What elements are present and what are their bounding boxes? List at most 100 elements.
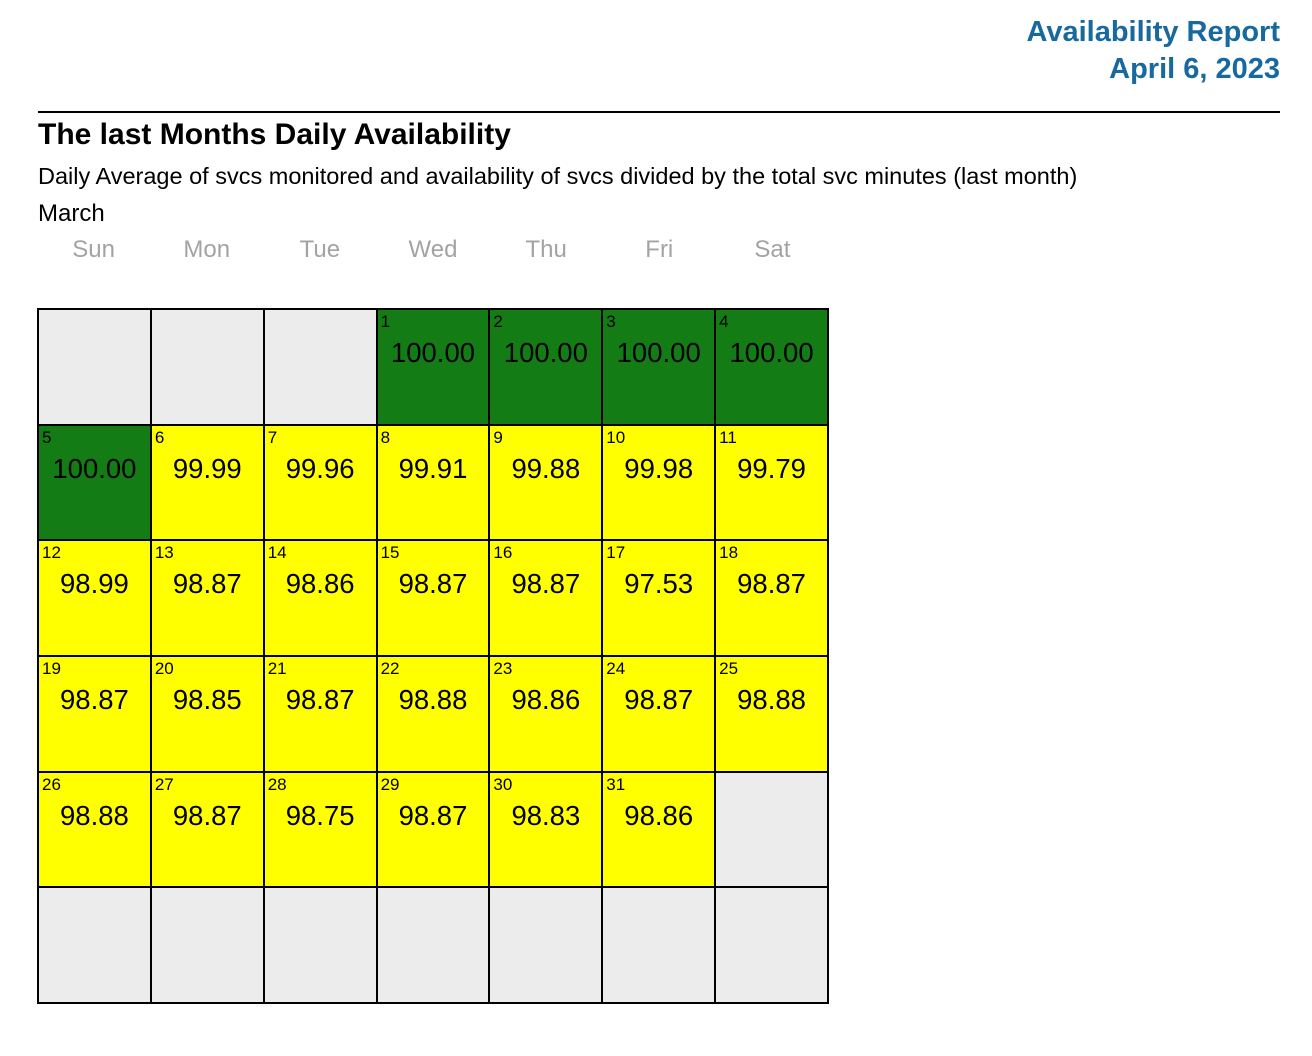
calendar-cell-empty bbox=[376, 887, 490, 1003]
calendar-cell-day-11: 11 99.79 bbox=[715, 424, 828, 541]
calendar-cell-day-24: 24 98.87 bbox=[602, 655, 716, 772]
weekday-label-thu: Thu bbox=[525, 236, 567, 263]
calendar-cell-day-10: 10 99.98 bbox=[602, 424, 716, 541]
calendar-grid: 1 100.00 2 100.00 3 100.00 4 100.00 5 100.00 6 99.9… bbox=[37, 308, 829, 1004]
day-number: 23 bbox=[493, 658, 513, 678]
day-availability-value: 97.53 bbox=[624, 568, 694, 600]
calendar-week-row bbox=[38, 887, 828, 1003]
calendar-cell-empty bbox=[150, 887, 264, 1003]
calendar-cell-day-5: 5 100.00 bbox=[38, 424, 151, 541]
day-availability-value: 98.88 bbox=[398, 683, 468, 715]
calendar-week-row: 1 100.00 2 100.00 3 100.00 4 100.00 bbox=[38, 309, 828, 425]
day-number: 27 bbox=[154, 774, 174, 794]
day-number: 28 bbox=[267, 774, 287, 794]
calendar-cell-empty bbox=[715, 887, 828, 1003]
day-availability-value: 98.87 bbox=[737, 568, 806, 600]
calendar-cell-day-23: 23 98.86 bbox=[489, 655, 603, 772]
day-number: 15 bbox=[380, 543, 400, 563]
day-availability-value: 100.00 bbox=[390, 337, 476, 368]
day-number: 20 bbox=[154, 658, 174, 678]
calendar-week-row: 5 100.00 6 99.99 7 99.96 8 99.91 9 99.88 10 99.98 11… bbox=[38, 424, 828, 541]
day-availability-value: 100.00 bbox=[729, 337, 814, 368]
day-availability-value: 98.87 bbox=[624, 683, 694, 715]
calendar-cell-day-15: 15 98.87 bbox=[376, 540, 490, 656]
day-number: 2 bbox=[493, 312, 503, 331]
weekday-label-sat: Sat bbox=[754, 236, 791, 263]
day-number: 24 bbox=[606, 658, 626, 678]
day-number bbox=[268, 889, 373, 910]
day-number: 17 bbox=[606, 543, 626, 563]
weekday-header-row: Sun Mon Tue Wed Thu Fri Sat bbox=[37, 235, 829, 265]
calendar-cell-day-26: 26 98.88 bbox=[38, 771, 151, 888]
calendar-cell-day-9: 9 99.88 bbox=[489, 424, 603, 541]
day-number: 8 bbox=[380, 427, 391, 447]
calendar-cell-empty bbox=[150, 309, 264, 425]
calendar-cell-day-28: 28 98.75 bbox=[263, 771, 377, 888]
day-availability-value: 98.85 bbox=[172, 683, 242, 715]
calendar-cell-day-16: 16 98.87 bbox=[489, 540, 603, 656]
day-number: 19 bbox=[42, 658, 61, 678]
day-number: 18 bbox=[719, 543, 739, 563]
day-availability-value: 98.88 bbox=[60, 799, 129, 831]
day-availability-value: 99.96 bbox=[285, 452, 355, 484]
day-number bbox=[493, 889, 598, 910]
calendar-cell-day-6: 6 99.99 bbox=[150, 424, 264, 541]
day-number bbox=[268, 311, 373, 332]
day-number: 3 bbox=[606, 312, 616, 331]
calendar-week-row: 12 98.99 13 98.87 14 98.86 15 98.87 16 98.87 17 97.… bbox=[38, 540, 828, 656]
calendar-cell-empty bbox=[602, 887, 716, 1003]
day-availability-value: 99.79 bbox=[737, 452, 806, 484]
day-number: 13 bbox=[154, 543, 174, 563]
calendar-cell-day-2: 2 100.00 bbox=[489, 309, 603, 425]
day-availability-value: 98.87 bbox=[172, 568, 242, 600]
day-number: 11 bbox=[719, 427, 737, 447]
weekday-label-sun: Sun bbox=[72, 236, 115, 263]
report-header: Availability Report April 6, 2023 bbox=[1026, 14, 1280, 88]
page-title: The last Months Daily Availability bbox=[38, 118, 511, 151]
day-availability-value: 98.86 bbox=[511, 683, 581, 715]
calendar-cell-day-19: 19 98.87 bbox=[38, 655, 151, 772]
day-availability-value: 98.87 bbox=[172, 799, 242, 831]
day-number: 21 bbox=[267, 658, 287, 678]
day-availability-value: 98.87 bbox=[511, 568, 581, 600]
day-availability-value: 98.87 bbox=[398, 799, 468, 831]
report-subtitle: Daily Average of svcs monitored and avai… bbox=[38, 163, 1078, 189]
day-availability-value: 98.87 bbox=[398, 568, 468, 600]
day-number bbox=[381, 889, 486, 910]
day-availability-value: 100.00 bbox=[503, 337, 588, 368]
calendar-week-row: 26 98.88 27 98.87 28 98.75 29 98.87 30 98.83 31 98.… bbox=[38, 771, 828, 888]
calendar-cell-empty bbox=[38, 309, 151, 425]
calendar-cell-day-30: 30 98.83 bbox=[489, 771, 603, 888]
calendar-cell-day-7: 7 99.96 bbox=[263, 424, 377, 541]
calendar-cell-empty bbox=[489, 887, 603, 1003]
day-availability-value: 98.87 bbox=[60, 683, 129, 715]
calendar-cell-day-31: 31 98.86 bbox=[602, 771, 716, 888]
calendar-week-row: 19 98.87 20 98.85 21 98.87 22 98.88 23 98.86 24 98.… bbox=[38, 655, 828, 772]
day-availability-value: 98.86 bbox=[285, 568, 355, 600]
day-number: 16 bbox=[493, 543, 513, 563]
calendar-cell-day-27: 27 98.87 bbox=[150, 771, 264, 888]
day-number: 12 bbox=[42, 543, 61, 563]
day-availability-value: 98.99 bbox=[60, 568, 129, 600]
calendar-cell-empty bbox=[715, 771, 828, 888]
weekday-label-tue: Tue bbox=[299, 236, 341, 263]
calendar-cell-day-29: 29 98.87 bbox=[376, 771, 490, 888]
calendar-cell-day-8: 8 99.91 bbox=[376, 424, 490, 541]
calendar-cell-day-14: 14 98.86 bbox=[263, 540, 377, 656]
report-header-date: April 6, 2023 bbox=[1109, 53, 1280, 85]
day-number bbox=[155, 311, 260, 332]
day-number bbox=[719, 774, 824, 795]
day-number: 30 bbox=[493, 774, 513, 794]
calendar-cell-day-1: 1 100.00 bbox=[376, 309, 490, 425]
calendar-cell-day-22: 22 98.88 bbox=[376, 655, 490, 772]
day-number: 7 bbox=[267, 427, 278, 447]
calendar-cell-day-20: 20 98.85 bbox=[150, 655, 264, 772]
calendar-cell-day-3: 3 100.00 bbox=[602, 309, 716, 425]
day-availability-value: 99.88 bbox=[511, 452, 581, 484]
day-number: 14 bbox=[267, 543, 287, 563]
calendar-cell-day-4: 4 100.00 bbox=[715, 309, 828, 425]
day-availability-value: 99.98 bbox=[624, 452, 694, 484]
day-number: 1 bbox=[380, 312, 391, 331]
day-availability-value: 98.86 bbox=[624, 799, 694, 831]
day-availability-value: 100.00 bbox=[616, 337, 701, 368]
